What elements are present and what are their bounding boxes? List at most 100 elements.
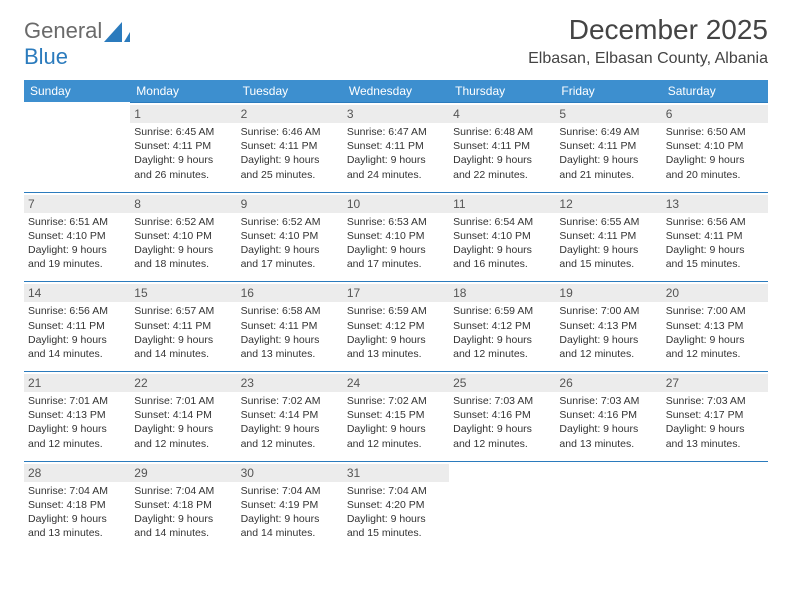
- day-header: Friday: [555, 80, 661, 102]
- sunset-text: Sunset: 4:11 PM: [241, 319, 339, 333]
- daylight-text: Daylight: 9 hours and 12 minutes.: [241, 422, 339, 450]
- calendar-cell: 28 Sunrise: 7:04 AMSunset: 4:18 PMDayligh…: [24, 461, 130, 551]
- sunrise-text: Sunrise: 6:52 AM: [241, 215, 339, 229]
- day-info: Sunrise: 6:59 AMSunset: 4:12 PMDaylight:…: [347, 304, 445, 361]
- day-info: Sunrise: 7:01 AMSunset: 4:13 PMDaylight:…: [28, 394, 126, 451]
- calendar-cell: 30 Sunrise: 7:04 AMSunset: 4:19 PMDayligh…: [237, 461, 343, 551]
- day-info: Sunrise: 6:45 AMSunset: 4:11 PMDaylight:…: [134, 125, 232, 182]
- sunrise-text: Sunrise: 7:04 AM: [347, 484, 445, 498]
- day-number: 7: [24, 195, 130, 213]
- calendar-cell: 21Sunrise: 7:01 AMSunset: 4:13 PMDayligh…: [24, 371, 130, 461]
- sunset-text: Sunset: 4:19 PM: [241, 498, 339, 512]
- day-info: Sunrise: 6:46 AMSunset: 4:11 PMDaylight:…: [241, 125, 339, 182]
- location: Elbasan, Elbasan County, Albania: [528, 50, 768, 68]
- day-info: Sunrise: 6:49 AMSunset: 4:11 PMDaylight:…: [559, 125, 657, 182]
- day-number: 25: [449, 374, 555, 392]
- calendar-cell: 1 Sunrise: 6:45 AMSunset: 4:11 PMDaylight…: [130, 102, 236, 192]
- sunrise-text: Sunrise: 6:49 AM: [559, 125, 657, 139]
- daylight-text: Daylight: 9 hours and 12 minutes.: [666, 333, 764, 361]
- calendar-cell: 7Sunrise: 6:51 AMSunset: 4:10 PMDaylight…: [24, 192, 130, 282]
- calendar-cell: 12Sunrise: 6:55 AMSunset: 4:11 PMDayligh…: [555, 192, 661, 282]
- day-number: 9: [237, 195, 343, 213]
- daylight-text: Daylight: 9 hours and 14 minutes.: [134, 512, 232, 540]
- calendar-week: 14 Sunrise: 6:56 AMSunset: 4:11 PMDayligh…: [24, 281, 768, 371]
- day-number: 19: [555, 284, 661, 302]
- day-info: Sunrise: 6:47 AMSunset: 4:11 PMDaylight:…: [347, 125, 445, 182]
- daylight-text: Daylight: 9 hours and 13 minutes.: [347, 333, 445, 361]
- sunrise-text: Sunrise: 6:54 AM: [453, 215, 551, 229]
- day-info: Sunrise: 7:04 AMSunset: 4:20 PMDaylight:…: [347, 484, 445, 541]
- calendar-cell: 6Sunrise: 6:50 AMSunset: 4:10 PMDaylight…: [662, 102, 768, 192]
- day-info: Sunrise: 7:03 AMSunset: 4:17 PMDaylight:…: [666, 394, 764, 451]
- brand-logo: General Blue: [24, 18, 130, 70]
- daylight-text: Daylight: 9 hours and 13 minutes.: [666, 422, 764, 450]
- sunset-text: Sunset: 4:10 PM: [241, 229, 339, 243]
- sunset-text: Sunset: 4:12 PM: [453, 319, 551, 333]
- day-number: 16: [237, 284, 343, 302]
- sunrise-text: Sunrise: 6:48 AM: [453, 125, 551, 139]
- day-number: 18: [449, 284, 555, 302]
- sunrise-text: Sunrise: 7:03 AM: [559, 394, 657, 408]
- calendar-cell: 25Sunrise: 7:03 AMSunset: 4:16 PMDayligh…: [449, 371, 555, 461]
- day-number: 30: [237, 464, 343, 482]
- sunset-text: Sunset: 4:12 PM: [347, 319, 445, 333]
- day-info: Sunrise: 7:04 AMSunset: 4:18 PMDaylight:…: [134, 484, 232, 541]
- daylight-text: Daylight: 9 hours and 15 minutes.: [666, 243, 764, 271]
- day-header: Wednesday: [343, 80, 449, 102]
- day-number: 29: [130, 464, 236, 482]
- day-number: 5: [555, 105, 661, 123]
- daylight-text: Daylight: 9 hours and 12 minutes.: [28, 422, 126, 450]
- sunset-text: Sunset: 4:18 PM: [28, 498, 126, 512]
- daylight-text: Daylight: 9 hours and 26 minutes.: [134, 153, 232, 181]
- daylight-text: Daylight: 9 hours and 17 minutes.: [241, 243, 339, 271]
- sunset-text: Sunset: 4:16 PM: [559, 408, 657, 422]
- sunrise-text: Sunrise: 6:50 AM: [666, 125, 764, 139]
- sunrise-text: Sunrise: 6:46 AM: [241, 125, 339, 139]
- calendar-cell: [449, 461, 555, 551]
- day-header: Saturday: [662, 80, 768, 102]
- sunrise-text: Sunrise: 7:00 AM: [666, 304, 764, 318]
- calendar-cell: 26Sunrise: 7:03 AMSunset: 4:16 PMDayligh…: [555, 371, 661, 461]
- calendar-cell: 2Sunrise: 6:46 AMSunset: 4:11 PMDaylight…: [237, 102, 343, 192]
- calendar-cell: 20Sunrise: 7:00 AMSunset: 4:13 PMDayligh…: [662, 281, 768, 371]
- day-header: Sunday: [24, 80, 130, 102]
- sunset-text: Sunset: 4:15 PM: [347, 408, 445, 422]
- day-number: 1: [130, 105, 236, 123]
- month-title: December 2025: [528, 14, 768, 46]
- day-info: Sunrise: 6:56 AMSunset: 4:11 PMDaylight:…: [28, 304, 126, 361]
- sunrise-text: Sunrise: 6:59 AM: [453, 304, 551, 318]
- day-info: Sunrise: 7:04 AMSunset: 4:18 PMDaylight:…: [28, 484, 126, 541]
- day-number: 31: [343, 464, 449, 482]
- sunrise-text: Sunrise: 7:03 AM: [453, 394, 551, 408]
- day-info: Sunrise: 7:00 AMSunset: 4:13 PMDaylight:…: [559, 304, 657, 361]
- calendar-cell: 13Sunrise: 6:56 AMSunset: 4:11 PMDayligh…: [662, 192, 768, 282]
- sunrise-text: Sunrise: 6:53 AM: [347, 215, 445, 229]
- daylight-text: Daylight: 9 hours and 21 minutes.: [559, 153, 657, 181]
- day-header: Monday: [130, 80, 236, 102]
- day-info: Sunrise: 7:04 AMSunset: 4:19 PMDaylight:…: [241, 484, 339, 541]
- daylight-text: Daylight: 9 hours and 17 minutes.: [347, 243, 445, 271]
- day-number: 11: [449, 195, 555, 213]
- day-number: 14: [24, 284, 130, 302]
- day-header: Tuesday: [237, 80, 343, 102]
- day-number: 3: [343, 105, 449, 123]
- day-number: 12: [555, 195, 661, 213]
- sunset-text: Sunset: 4:10 PM: [347, 229, 445, 243]
- daylight-text: Daylight: 9 hours and 14 minutes.: [241, 512, 339, 540]
- calendar-cell: 14 Sunrise: 6:56 AMSunset: 4:11 PMDayligh…: [24, 281, 130, 371]
- day-number: 28: [24, 464, 130, 482]
- day-number: 17: [343, 284, 449, 302]
- day-number: 10: [343, 195, 449, 213]
- daylight-text: Daylight: 9 hours and 24 minutes.: [347, 153, 445, 181]
- sunrise-text: Sunrise: 7:02 AM: [241, 394, 339, 408]
- sunrise-text: Sunrise: 7:02 AM: [347, 394, 445, 408]
- day-info: Sunrise: 7:03 AMSunset: 4:16 PMDaylight:…: [559, 394, 657, 451]
- daylight-text: Daylight: 9 hours and 16 minutes.: [453, 243, 551, 271]
- day-info: Sunrise: 6:53 AMSunset: 4:10 PMDaylight:…: [347, 215, 445, 272]
- sunrise-text: Sunrise: 6:45 AM: [134, 125, 232, 139]
- day-number: 8: [130, 195, 236, 213]
- daylight-text: Daylight: 9 hours and 12 minutes.: [134, 422, 232, 450]
- sunset-text: Sunset: 4:10 PM: [666, 139, 764, 153]
- sunset-text: Sunset: 4:10 PM: [453, 229, 551, 243]
- calendar-cell: [555, 461, 661, 551]
